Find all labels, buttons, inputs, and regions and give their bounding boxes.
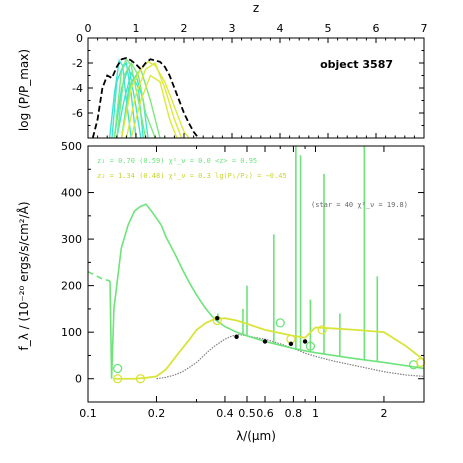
bottom-x-axis-label: λ/(μm): [236, 429, 276, 443]
photometry-point: [262, 339, 268, 344]
top-y-axis-label: log (P/P_max): [17, 49, 31, 131]
top-xtick-label: 7: [421, 22, 428, 35]
yellow-model-point: [317, 325, 327, 335]
yellow-model-point: [112, 374, 123, 384]
yellow-model-point: [416, 357, 426, 368]
bottom-xtick-label: 0.4: [216, 407, 234, 420]
top-envelope-curve: [91, 57, 200, 139]
top-redshift-curves: [108, 57, 190, 139]
object-title: object 3587: [320, 58, 393, 71]
photometry-point: [302, 339, 308, 344]
bottom-axis-ticks: 0.1 0.2 0.4 0.5 0.6 0.8 1 2 0 100 200 300 400 500: [61, 140, 425, 420]
bottom-photometry-points: [112, 315, 426, 384]
annotation-star: (star = 40 χ²_ν = 19.8): [311, 201, 408, 209]
bottom-xtick-label: 0.6: [256, 407, 274, 420]
top-curve-yellow-10: [130, 74, 178, 139]
top-curve-yellow-9: [125, 61, 183, 139]
yellow-model-point: [135, 374, 146, 384]
top-x-axis-label: z: [253, 1, 259, 15]
bottom-y-axis-label: f_λ / (10⁻²⁰ ergs/s/cm²/Å): [16, 201, 31, 350]
annotation-z2: z₂ = 1.34 (0.48) χ²_ν = 0.3 lg(P₁/P₂) = …: [97, 172, 287, 180]
photometry-point: [215, 316, 220, 321]
top-xtick-label: 5: [325, 22, 332, 35]
bottom-panel-frame: [87, 145, 425, 403]
top-ytick-label: 0: [76, 32, 83, 45]
star-template-curve: [156, 333, 424, 380]
top-xtick-label: 6: [373, 22, 380, 35]
bottom-ytick-label: 0: [75, 373, 82, 386]
photometry-point: [234, 334, 239, 340]
bottom-panel-sed: 0.1 0.2 0.4 0.5 0.6 0.8 1 2 0 100 200 300 400 500 λ/(…: [16, 140, 426, 443]
top-ytick-label: -4: [72, 82, 83, 95]
green-template-lyman-dashed: [88, 270, 111, 282]
photometry-point: [288, 341, 294, 347]
bottom-xtick-label: 0.1: [79, 407, 97, 420]
green-template-curve: [109, 203, 424, 379]
annotation-z1: z₁ = 0.70 (0.59) χ²_ν = 0.0 <z> = 0.95: [97, 157, 257, 165]
yellow-template-curve: [113, 317, 424, 380]
bottom-ytick-label: 200: [61, 280, 82, 293]
top-curve-cyan-1: [111, 61, 137, 139]
top-curve-green-6: [116, 61, 156, 139]
bottom-xtick-label: 2: [380, 407, 387, 420]
top-xtick-label: 3: [229, 22, 236, 35]
bottom-xtick-label: 0.8: [285, 407, 303, 420]
bottom-template-curves: [88, 146, 424, 380]
bottom-xtick-label: 0.2: [148, 407, 166, 420]
top-axis-ticks: 0 1 2 3 4 5 6 7 0 -2 -4 -6: [72, 22, 428, 138]
top-xtick-label: 1: [133, 22, 140, 35]
green-model-point: [305, 341, 316, 351]
top-xtick-label: 4: [277, 22, 284, 35]
top-xtick-label: 0: [85, 22, 92, 35]
bottom-ytick-label: 300: [61, 233, 82, 246]
top-xtick-label: 2: [181, 22, 188, 35]
top-ytick-label: -6: [72, 107, 83, 120]
green-model-point: [112, 363, 123, 374]
top-curve-yellow-8: [120, 60, 190, 139]
green-model-point: [275, 318, 285, 328]
top-ytick-label: -2: [72, 57, 83, 70]
bottom-xtick-label: 1: [312, 407, 319, 420]
bottom-ytick-label: 500: [61, 140, 82, 153]
bottom-xtick-label: 0.5: [238, 407, 256, 420]
bottom-ytick-label: 100: [61, 326, 82, 339]
bottom-ytick-label: 400: [61, 187, 82, 200]
top-panel-pdz: 0 1 2 3 4 5 6 7 0 -2 -4 -6 z log (P/P_max) object 3…: [17, 1, 428, 139]
top-curve-green-7: [120, 67, 161, 139]
